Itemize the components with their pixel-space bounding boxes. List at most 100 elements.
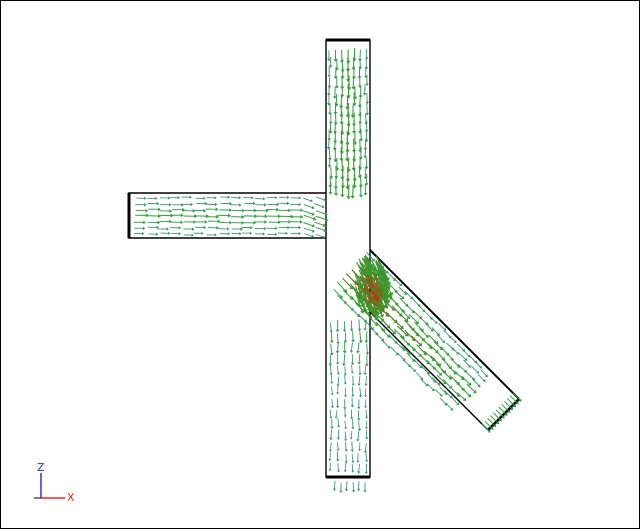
velocity-vector: [329, 322, 332, 331]
velocity-vector-head: [351, 167, 356, 171]
velocity-vector: [315, 210, 326, 215]
velocity-vector-head: [286, 201, 290, 206]
velocity-vector-head: [371, 287, 376, 292]
velocity-vector: [329, 452, 331, 460]
velocity-vector: [337, 441, 339, 449]
velocity-vector-head: [346, 196, 351, 200]
velocity-vector-head: [350, 449, 354, 452]
diagonal-branch-lower-wall: [369, 311, 489, 431]
velocity-vector: [379, 265, 387, 272]
velocity-vector-head: [336, 372, 340, 375]
velocity-vector-head: [252, 201, 256, 206]
velocity-vector-head: [145, 213, 149, 218]
velocity-vector-head: [439, 393, 443, 397]
velocity-vector-head: [501, 415, 505, 419]
velocity-vector: [315, 215, 326, 221]
velocity-vector: [461, 375, 470, 384]
velocity-vector-head: [420, 328, 424, 332]
velocity-vector-head: [345, 114, 351, 118]
velocity-vector: [420, 365, 429, 373]
velocity-vector: [397, 311, 407, 321]
velocity-vector-head: [442, 340, 446, 344]
velocity-vector: [359, 266, 364, 279]
velocity-vector: [434, 388, 442, 396]
velocity-vector: [399, 297, 407, 306]
velocity-vector-head: [365, 363, 369, 367]
velocity-vector: [354, 302, 364, 311]
velocity-vector-head: [329, 352, 334, 356]
velocity-vector: [302, 210, 313, 215]
velocity-vector-head: [229, 208, 232, 212]
velocity-vector-head: [437, 382, 441, 386]
velocity-vector-head: [357, 328, 362, 332]
velocity-vector-head: [362, 92, 367, 96]
velocity-vector-head: [229, 201, 232, 206]
velocity-vector: [344, 374, 346, 383]
velocity-vector: [344, 366, 346, 374]
velocity-vector: [363, 289, 369, 304]
velocity-vector: [426, 359, 435, 369]
velocity-vector-head: [344, 449, 348, 452]
velocity-vector-head: [277, 214, 281, 219]
velocity-vector: [361, 301, 368, 313]
velocity-vector-head: [365, 112, 369, 116]
velocity-vector-head: [422, 309, 426, 313]
velocity-vector-head: [379, 305, 384, 309]
velocity-vector-head: [253, 221, 257, 225]
velocity-vector-head: [145, 208, 149, 213]
velocity-vector: [303, 214, 314, 220]
velocity-vector-head: [387, 345, 391, 349]
velocity-vector-head: [507, 409, 511, 413]
velocity-vector: [303, 222, 313, 227]
velocity-vector-head: [357, 428, 362, 432]
velocity-vector: [393, 277, 401, 285]
velocity-vector: [387, 272, 395, 280]
velocity-vector-head: [386, 299, 391, 304]
velocity-vector: [490, 415, 498, 423]
velocity-vector-head: [329, 449, 332, 452]
velocity-vector: [453, 370, 463, 379]
velocity-vector: [365, 272, 375, 287]
velocity-vector: [375, 321, 384, 330]
velocity-vector-head: [288, 208, 291, 213]
velocity-vector-head: [169, 209, 173, 213]
velocity-vector: [410, 335, 421, 345]
velocity-vector-head: [340, 94, 345, 98]
velocity-vector: [337, 365, 339, 373]
velocity-vector-head: [343, 340, 348, 343]
velocity-vector-head: [342, 329, 347, 332]
velocity-vector-head: [299, 219, 303, 224]
velocity-vector-head: [177, 196, 180, 200]
velocity-vector-head: [487, 429, 491, 433]
velocity-vector-head: [203, 196, 206, 200]
velocity-vector: [469, 355, 476, 363]
velocity-vector-head: [350, 416, 354, 420]
velocity-vector-head: [380, 338, 385, 342]
velocity-vector: [375, 255, 383, 267]
velocity-vector: [430, 355, 440, 365]
velocity-vector: [419, 316, 428, 324]
velocity-vector: [334, 480, 336, 489]
velocity-vector-head: [332, 488, 337, 491]
velocity-vector: [512, 392, 521, 401]
velocity-vector-head: [399, 325, 404, 330]
velocity-vector: [436, 334, 444, 342]
velocity-vector-head: [330, 340, 334, 344]
velocity-vector: [426, 383, 434, 390]
velocity-vector: [466, 383, 475, 392]
velocity-vector: [350, 308, 359, 316]
velocity-vector-head: [363, 490, 367, 493]
velocity-vector-head: [425, 334, 429, 338]
velocity-vector-head: [339, 141, 344, 145]
velocity-vector: [368, 316, 377, 325]
velocity-vector: [400, 308, 409, 318]
velocity-vector: [304, 233, 312, 237]
velocity-vector-head: [238, 196, 242, 200]
velocity-vector: [369, 326, 377, 334]
velocity-vector: [366, 252, 374, 260]
velocity-vector-head: [350, 195, 355, 199]
velocity-vector-head: [351, 427, 355, 430]
velocity-vector-head: [359, 395, 363, 398]
velocity-vector: [365, 320, 373, 329]
